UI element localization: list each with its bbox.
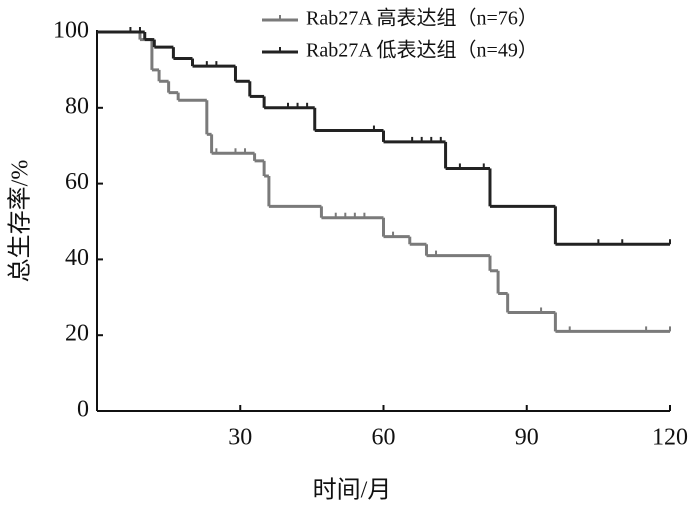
x-tick-label: 60: [372, 425, 396, 451]
y-tick-label: 80: [65, 93, 89, 119]
x-tick-label: 30: [228, 425, 252, 451]
y-tick-label: 0: [77, 397, 89, 423]
legend-label: Rab27A 高表达组（n=76）: [306, 7, 538, 30]
y-tick-label: 40: [65, 245, 89, 271]
x-tick-label: 120: [652, 425, 688, 451]
y-tick-label: 20: [65, 321, 89, 347]
x-tick-label: 90: [515, 425, 539, 451]
y-tick-label: 100: [53, 18, 89, 44]
legend-label: Rab27A 低表达组（n=49）: [306, 39, 538, 62]
y-axis-label: 总生存率/%: [7, 160, 34, 283]
y-tick-label: 60: [65, 169, 89, 195]
x-axis-label: 时间/月: [313, 477, 392, 504]
